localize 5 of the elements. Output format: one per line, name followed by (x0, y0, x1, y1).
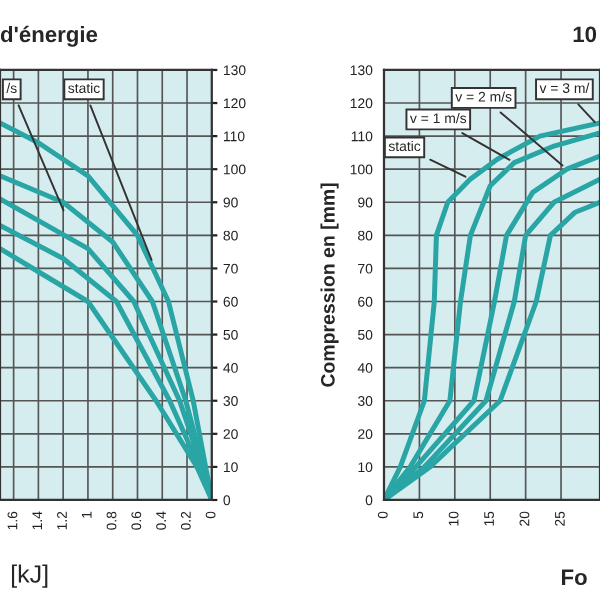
x-axis-title: Fo (561, 569, 587, 586)
chart-title: d'énergie (0, 25, 98, 47)
y-axis-title: Compression en [mm] (320, 183, 339, 387)
x-axis-title: [kJ] (11, 564, 48, 588)
chart-title: 10 (573, 26, 597, 43)
